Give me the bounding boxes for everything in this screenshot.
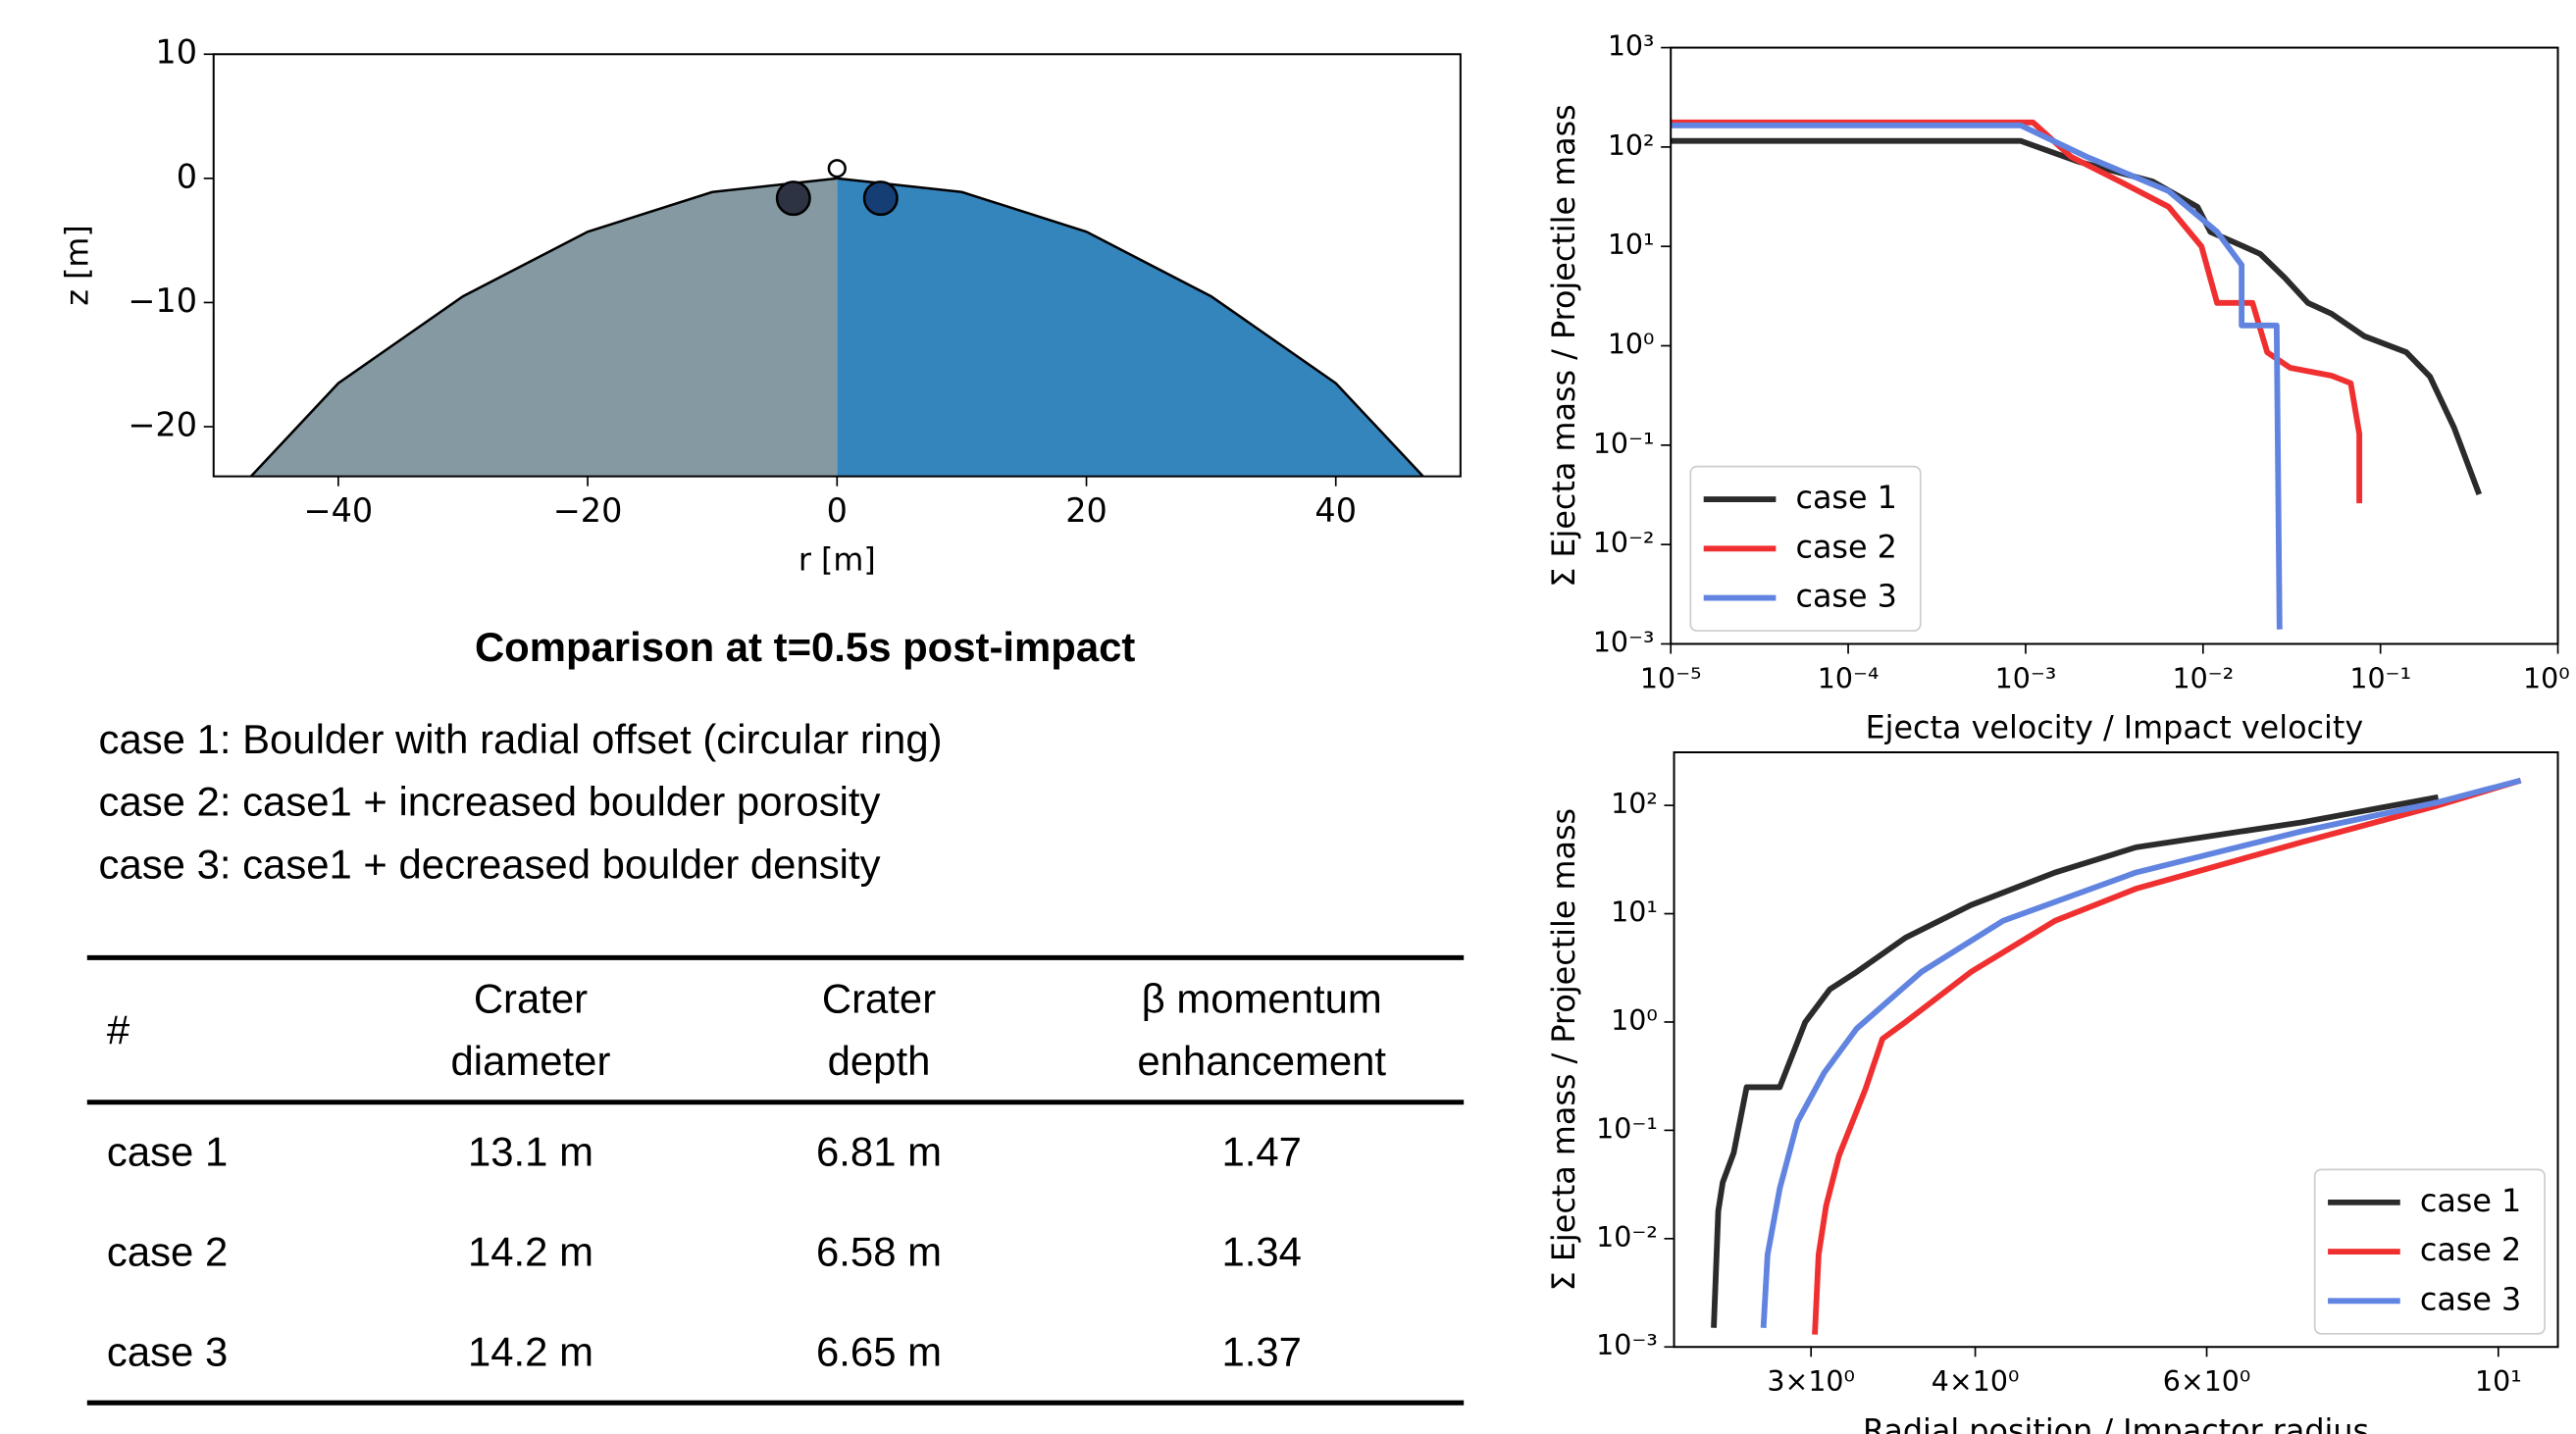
boulder xyxy=(827,159,847,179)
y-tick-label: 10⁻¹ xyxy=(1596,1112,1658,1145)
y-tick-label: 10¹ xyxy=(1611,896,1658,929)
case-description: case 1: Boulder with radial offset (circ… xyxy=(99,716,943,762)
y-axis-label: Σ Ejecta mass / Projectile mass xyxy=(1545,808,1582,1291)
y-tick-label: 10⁻³ xyxy=(1596,1329,1658,1361)
y-tick-label: 10 xyxy=(155,33,197,72)
profile-line xyxy=(249,177,838,478)
table-header: Crater xyxy=(474,976,588,1022)
y-tick-label: 10⁰ xyxy=(1608,329,1655,361)
y-tick-label: 10¹ xyxy=(1608,229,1655,261)
table-cell: case 2 xyxy=(107,1229,228,1275)
boulder xyxy=(862,180,899,217)
legend-label: case 1 xyxy=(2420,1182,2521,1219)
x-tick-label: 10⁻³ xyxy=(1995,662,2057,694)
boulder xyxy=(775,180,811,217)
legend-label: case 3 xyxy=(1795,578,1896,615)
y-tick-label: −20 xyxy=(128,406,197,444)
table-header: β momentum xyxy=(1142,976,1382,1022)
table-cell: 6.65 m xyxy=(816,1329,942,1375)
table-header: # xyxy=(107,1006,130,1052)
case-description: case 3: case1 + decreased boulder densit… xyxy=(99,841,881,887)
x-tick-label: 0 xyxy=(827,491,848,530)
case-description: case 2: case1 + increased boulder porosi… xyxy=(99,779,881,825)
legend-label: case 1 xyxy=(1795,479,1896,516)
table-cell: 6.81 m xyxy=(816,1128,942,1174)
x-axis-label: Radial position / Impactor radius xyxy=(1863,1411,2369,1434)
x-tick-label: 20 xyxy=(1065,491,1108,530)
area xyxy=(250,178,838,477)
table-header: diameter xyxy=(451,1038,611,1084)
table-header: depth xyxy=(828,1038,931,1084)
legend-label: case 2 xyxy=(2420,1231,2521,1268)
table-header: Crater xyxy=(822,976,936,1022)
x-tick-label: 3×10⁰ xyxy=(1767,1365,1855,1398)
series-line xyxy=(1812,777,2522,1335)
area xyxy=(837,178,1423,477)
x-tick-label: 10⁻⁵ xyxy=(1640,662,1702,694)
table-cell: 1.47 xyxy=(1221,1128,1301,1174)
legend-box xyxy=(1689,465,1922,632)
x-tick-label: 10¹ xyxy=(2475,1365,2522,1398)
legend-box xyxy=(2313,1168,2546,1335)
x-tick-label: 10⁻² xyxy=(2172,662,2234,694)
profile-line xyxy=(837,177,1424,478)
y-tick-label: 10⁰ xyxy=(1611,1004,1658,1037)
y-tick-label: 10⁻³ xyxy=(1593,626,1655,658)
y-tick-label: 10⁻² xyxy=(1596,1221,1658,1254)
x-tick-label: 40 xyxy=(1314,491,1357,530)
y-tick-label: 10² xyxy=(1611,788,1658,820)
x-tick-label: 10⁻¹ xyxy=(2349,662,2411,694)
table-cell: 14.2 m xyxy=(468,1329,593,1375)
series-line xyxy=(1671,119,2363,504)
y-tick-label: 10⁻² xyxy=(1593,527,1655,559)
table-cell: 13.1 m xyxy=(468,1128,593,1174)
series-line xyxy=(1711,794,2440,1328)
series-line xyxy=(1671,122,2283,630)
x-axis-label: r [m] xyxy=(799,541,876,579)
table-cell: 14.2 m xyxy=(468,1229,593,1275)
x-tick-label: 4×10⁰ xyxy=(1932,1365,2020,1398)
x-tick-label: −20 xyxy=(553,491,623,530)
x-axis-label: Ejecta velocity / Impact velocity xyxy=(1866,709,2364,746)
table-cell: 1.37 xyxy=(1221,1329,1301,1375)
y-tick-label: 10² xyxy=(1608,129,1655,162)
x-tick-label: −40 xyxy=(304,491,374,530)
legend-label: case 3 xyxy=(2420,1280,2521,1317)
table-cell: 6.58 m xyxy=(816,1229,942,1275)
plot-frame xyxy=(1673,751,2559,1349)
x-tick-label: 6×10⁰ xyxy=(2163,1365,2251,1398)
legend-label: case 2 xyxy=(1795,528,1896,565)
table-cell: 1.34 xyxy=(1221,1229,1301,1275)
y-tick-label: 10⁻¹ xyxy=(1593,428,1655,460)
x-tick-label: 10⁻⁴ xyxy=(1818,662,1880,694)
plot-frame xyxy=(1670,46,2559,645)
caption: Comparison at t=0.5s post-impact xyxy=(475,624,1135,670)
y-tick-label: 10³ xyxy=(1608,30,1655,63)
series-line xyxy=(1760,777,2522,1328)
x-tick-label: 10⁰ xyxy=(2523,662,2570,694)
table-cell: case 1 xyxy=(107,1128,228,1174)
y-tick-label: 0 xyxy=(177,157,197,195)
y-axis-label: Σ Ejecta mass / Projectile mass xyxy=(1545,104,1582,587)
y-tick-label: −10 xyxy=(128,282,197,320)
table-cell: case 3 xyxy=(107,1329,228,1375)
y-axis-label: z [m] xyxy=(58,225,95,306)
table-header: enhancement xyxy=(1137,1038,1386,1084)
